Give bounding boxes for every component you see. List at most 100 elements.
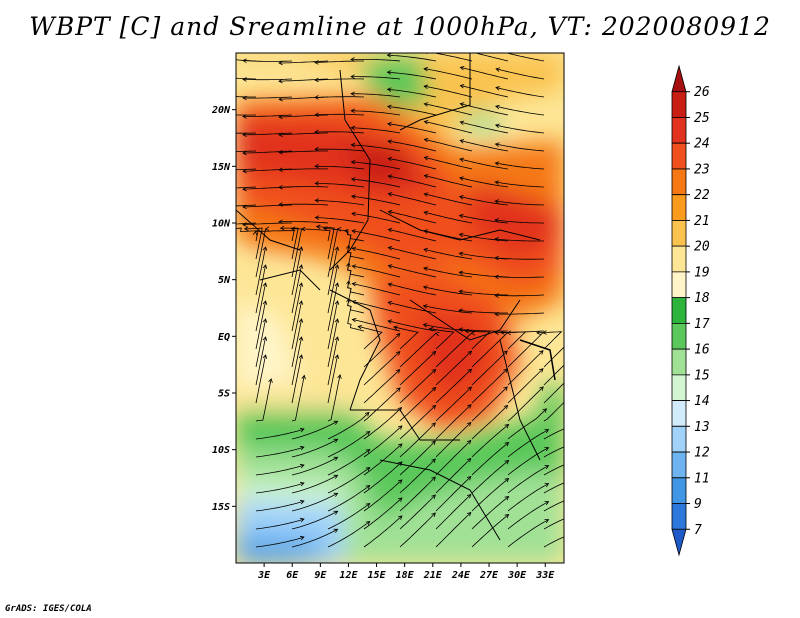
streamline-arrow xyxy=(278,167,283,173)
streamline-arrow xyxy=(350,125,356,131)
lat-tick-label: 15S xyxy=(212,502,230,513)
streamline-arrow xyxy=(431,512,436,518)
streamline-arrow xyxy=(350,108,355,114)
streamline-arrow xyxy=(334,336,340,341)
streamline xyxy=(363,387,401,422)
streamline-arrow xyxy=(542,330,547,335)
streamline xyxy=(387,123,437,134)
streamline xyxy=(399,512,436,548)
streamline-arrow xyxy=(207,186,211,190)
streamline xyxy=(291,420,338,440)
streamline-arrow xyxy=(242,95,247,101)
streamline-arrow xyxy=(466,439,472,445)
streamline xyxy=(242,204,293,208)
streamline-arrow xyxy=(351,264,357,269)
streamline xyxy=(363,515,403,548)
streamline-arrow xyxy=(423,247,429,253)
streamline-arrow xyxy=(278,114,283,120)
colorbar-swatch xyxy=(671,400,687,427)
streamline xyxy=(291,492,338,512)
streamline-arrow xyxy=(575,368,579,372)
streamline-arrow xyxy=(278,96,283,102)
streamline-arrow xyxy=(298,300,304,305)
colorbar-swatch xyxy=(671,477,687,504)
streamline-arrow xyxy=(503,350,508,355)
streamline xyxy=(352,319,401,332)
streamline-arrow xyxy=(504,495,510,501)
streamline-layer xyxy=(207,53,579,548)
streamline-arrow xyxy=(459,120,465,125)
streamline xyxy=(543,482,564,494)
streamline-arrow xyxy=(466,421,472,427)
streamline xyxy=(459,233,509,242)
streamline xyxy=(388,320,437,332)
streamline-arrow xyxy=(387,209,393,215)
streamline xyxy=(351,93,401,98)
streamline xyxy=(242,114,293,117)
streamline xyxy=(280,227,299,260)
streamline-arrow xyxy=(264,226,270,232)
streamline xyxy=(507,332,544,368)
streamline xyxy=(236,227,259,242)
streamline xyxy=(399,440,436,476)
streamline xyxy=(363,461,403,494)
streamline xyxy=(435,458,472,494)
streamline-arrow xyxy=(299,481,305,487)
streamline xyxy=(471,386,508,422)
streamline xyxy=(255,282,266,332)
streamline-arrow xyxy=(544,429,550,434)
streamline-arrow xyxy=(503,386,508,391)
country-borders xyxy=(236,53,556,541)
streamline xyxy=(315,200,365,206)
streamline-arrow xyxy=(299,463,305,469)
streamline xyxy=(327,282,338,332)
streamline xyxy=(399,333,436,368)
streamline xyxy=(236,204,257,207)
lon-tick-label: 24E xyxy=(451,570,471,581)
streamline xyxy=(424,211,473,224)
colorbar-label: 25 xyxy=(694,111,710,126)
streamline xyxy=(314,96,365,98)
streamline-arrow xyxy=(242,186,247,192)
streamline-arrow xyxy=(494,274,499,280)
streamline-arrow xyxy=(504,423,510,429)
streamline-arrow xyxy=(494,218,500,223)
streamline xyxy=(501,331,527,350)
streamline xyxy=(327,412,370,440)
streamline xyxy=(255,446,305,458)
streamline-arrow xyxy=(431,458,436,464)
streamline xyxy=(314,78,365,81)
streamline xyxy=(388,175,437,188)
streamline xyxy=(236,132,257,134)
streamline xyxy=(495,143,545,152)
streamline xyxy=(507,465,549,494)
colorbar-label: 11 xyxy=(694,471,710,486)
streamline-arrow xyxy=(396,387,401,392)
streamline-arrow xyxy=(504,441,510,447)
streamline-arrow xyxy=(242,168,247,174)
streamline-arrow xyxy=(494,180,500,185)
streamline xyxy=(495,200,545,206)
streamline-arrow xyxy=(333,438,339,443)
streamline-arrow xyxy=(350,177,356,182)
streamline xyxy=(255,336,266,386)
colorbar-swatch xyxy=(671,348,687,376)
streamline-arrow xyxy=(334,246,340,251)
colorbar-label: 7 xyxy=(694,523,702,538)
streamline xyxy=(459,158,509,170)
streamline xyxy=(242,222,292,226)
colorbar-swatch xyxy=(671,117,687,144)
colorbar-label: 19 xyxy=(694,265,710,280)
streamline-arrow xyxy=(464,328,469,334)
streamline xyxy=(435,476,472,512)
streamline-arrow xyxy=(423,155,429,161)
lat-tick-label: 20N xyxy=(211,105,231,116)
colorbar-swatch xyxy=(671,503,687,530)
streamline-arrow xyxy=(397,515,403,520)
streamline xyxy=(435,512,472,548)
streamline-arrow xyxy=(434,331,440,337)
streamline xyxy=(351,213,401,224)
streamline-arrow xyxy=(466,511,472,517)
streamline-arrow xyxy=(278,150,283,155)
streamline xyxy=(435,386,472,422)
